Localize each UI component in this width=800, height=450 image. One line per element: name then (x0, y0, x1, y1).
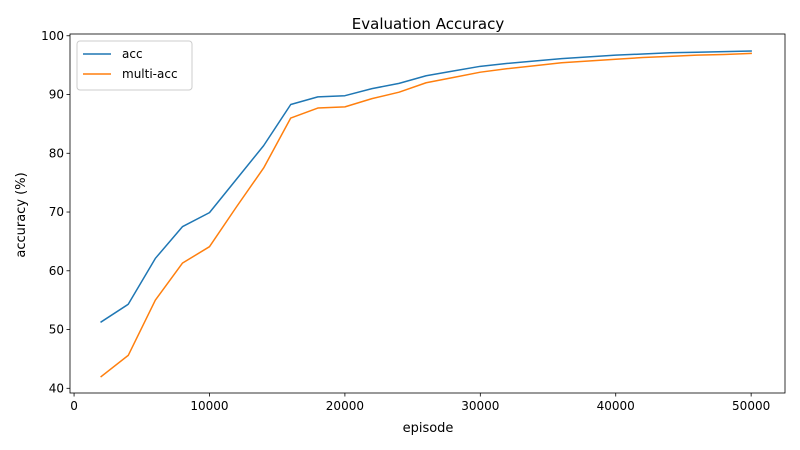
y-tick-label: 80 (49, 146, 64, 160)
axes-frame (69, 33, 786, 394)
x-axis-label: episode (403, 421, 454, 436)
legend-label-acc: acc (122, 47, 143, 61)
x-tick-label: 20000 (326, 399, 364, 413)
y-tick-label: 70 (49, 205, 64, 219)
y-tick-label: 40 (49, 381, 64, 395)
chart-title: Evaluation Accuracy (352, 15, 505, 33)
y-axis-label: accuracy (%) (14, 172, 29, 257)
x-tick-label: 50000 (732, 399, 770, 413)
axes: 0 10000 20000 30000 40000 50000 40 50 60 70 80 90 10… (41, 29, 786, 413)
y-tick-label: 100 (41, 29, 64, 43)
plot-area (100, 50, 752, 378)
series-line-multi-acc (100, 52, 752, 378)
y-tick-label: 90 (49, 88, 64, 102)
y-tick-label: 50 (49, 323, 64, 337)
x-tick-label: 30000 (461, 399, 499, 413)
x-tick-label: 40000 (597, 399, 635, 413)
legend: acc multi-acc (76, 40, 193, 91)
y-tick-label: 60 (49, 264, 64, 278)
x-tick-label: 0 (70, 399, 78, 413)
legend-label-multi-acc: multi-acc (122, 67, 178, 81)
x-tick-label: 10000 (190, 399, 228, 413)
series-line-acc (100, 50, 752, 323)
